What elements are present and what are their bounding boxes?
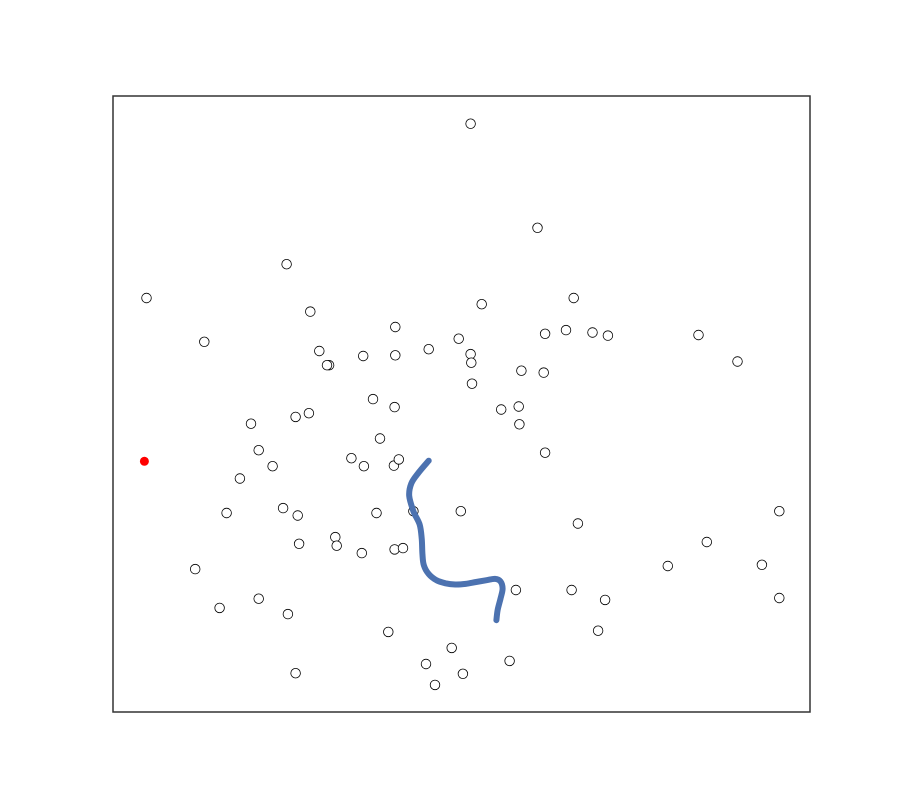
data-point bbox=[504, 655, 515, 667]
data-point bbox=[321, 360, 333, 371]
data-point bbox=[356, 547, 368, 559]
data-point bbox=[446, 642, 457, 654]
data-point bbox=[538, 367, 549, 378]
data-point bbox=[662, 560, 674, 572]
data-point bbox=[592, 625, 604, 636]
data-point bbox=[367, 393, 379, 405]
data-point bbox=[199, 336, 210, 348]
data-point bbox=[455, 506, 467, 517]
data-point bbox=[465, 348, 476, 360]
data-point bbox=[466, 378, 478, 389]
data-point bbox=[374, 433, 386, 444]
data-point bbox=[314, 345, 325, 357]
data-point bbox=[267, 461, 278, 472]
highlight-point bbox=[139, 456, 149, 466]
data-point bbox=[371, 507, 382, 519]
data-point bbox=[293, 538, 305, 550]
data-point bbox=[214, 602, 225, 614]
data-point bbox=[560, 324, 572, 336]
data-point bbox=[221, 507, 232, 519]
data-point bbox=[281, 259, 292, 270]
data-point bbox=[358, 461, 370, 472]
data-point bbox=[572, 518, 584, 529]
data-point bbox=[253, 593, 264, 604]
data-point bbox=[774, 506, 785, 517]
path-layer bbox=[406, 457, 506, 624]
data-point bbox=[587, 327, 598, 338]
data-point bbox=[701, 536, 713, 548]
data-point bbox=[457, 668, 469, 680]
plot-frame bbox=[112, 95, 811, 713]
data-point bbox=[423, 344, 434, 355]
data-point bbox=[568, 292, 579, 304]
data-point bbox=[290, 411, 301, 423]
data-point bbox=[292, 510, 303, 521]
data-point bbox=[389, 544, 400, 555]
data-point bbox=[510, 584, 522, 596]
highlight-layer bbox=[139, 456, 149, 466]
data-point bbox=[253, 445, 264, 456]
data-point bbox=[465, 118, 476, 129]
data-point bbox=[331, 540, 342, 551]
data-point bbox=[466, 357, 477, 368]
data-point bbox=[397, 542, 409, 554]
data-point bbox=[234, 473, 246, 484]
data-point bbox=[141, 292, 152, 304]
data-point bbox=[358, 350, 369, 362]
data-point bbox=[389, 401, 400, 413]
data-point bbox=[756, 559, 768, 571]
data-point bbox=[189, 563, 201, 575]
data-point bbox=[476, 299, 487, 310]
data-point bbox=[732, 356, 743, 367]
data-point bbox=[277, 502, 289, 514]
data-point bbox=[390, 321, 401, 333]
data-point bbox=[290, 668, 301, 679]
data-point bbox=[305, 306, 316, 317]
data-point bbox=[566, 584, 577, 596]
data-point bbox=[599, 594, 611, 606]
data-point bbox=[383, 626, 394, 638]
trajectory-path bbox=[406, 457, 506, 624]
data-point bbox=[453, 333, 464, 344]
data-point bbox=[429, 679, 441, 691]
data-point bbox=[282, 608, 294, 620]
data-point bbox=[539, 447, 551, 458]
data-point bbox=[346, 453, 357, 464]
data-point bbox=[514, 419, 525, 430]
data-point bbox=[539, 328, 551, 340]
data-point bbox=[330, 531, 341, 543]
data-point bbox=[532, 222, 543, 234]
data-point bbox=[602, 330, 614, 341]
data-point bbox=[390, 350, 401, 361]
data-point bbox=[516, 365, 527, 376]
data-point bbox=[693, 329, 704, 341]
points-layer bbox=[141, 118, 785, 691]
data-point bbox=[420, 658, 432, 670]
data-point bbox=[245, 418, 257, 429]
data-point bbox=[496, 404, 507, 415]
data-point bbox=[303, 408, 315, 419]
data-point bbox=[774, 592, 785, 604]
data-point bbox=[393, 454, 405, 465]
data-point bbox=[513, 401, 524, 412]
